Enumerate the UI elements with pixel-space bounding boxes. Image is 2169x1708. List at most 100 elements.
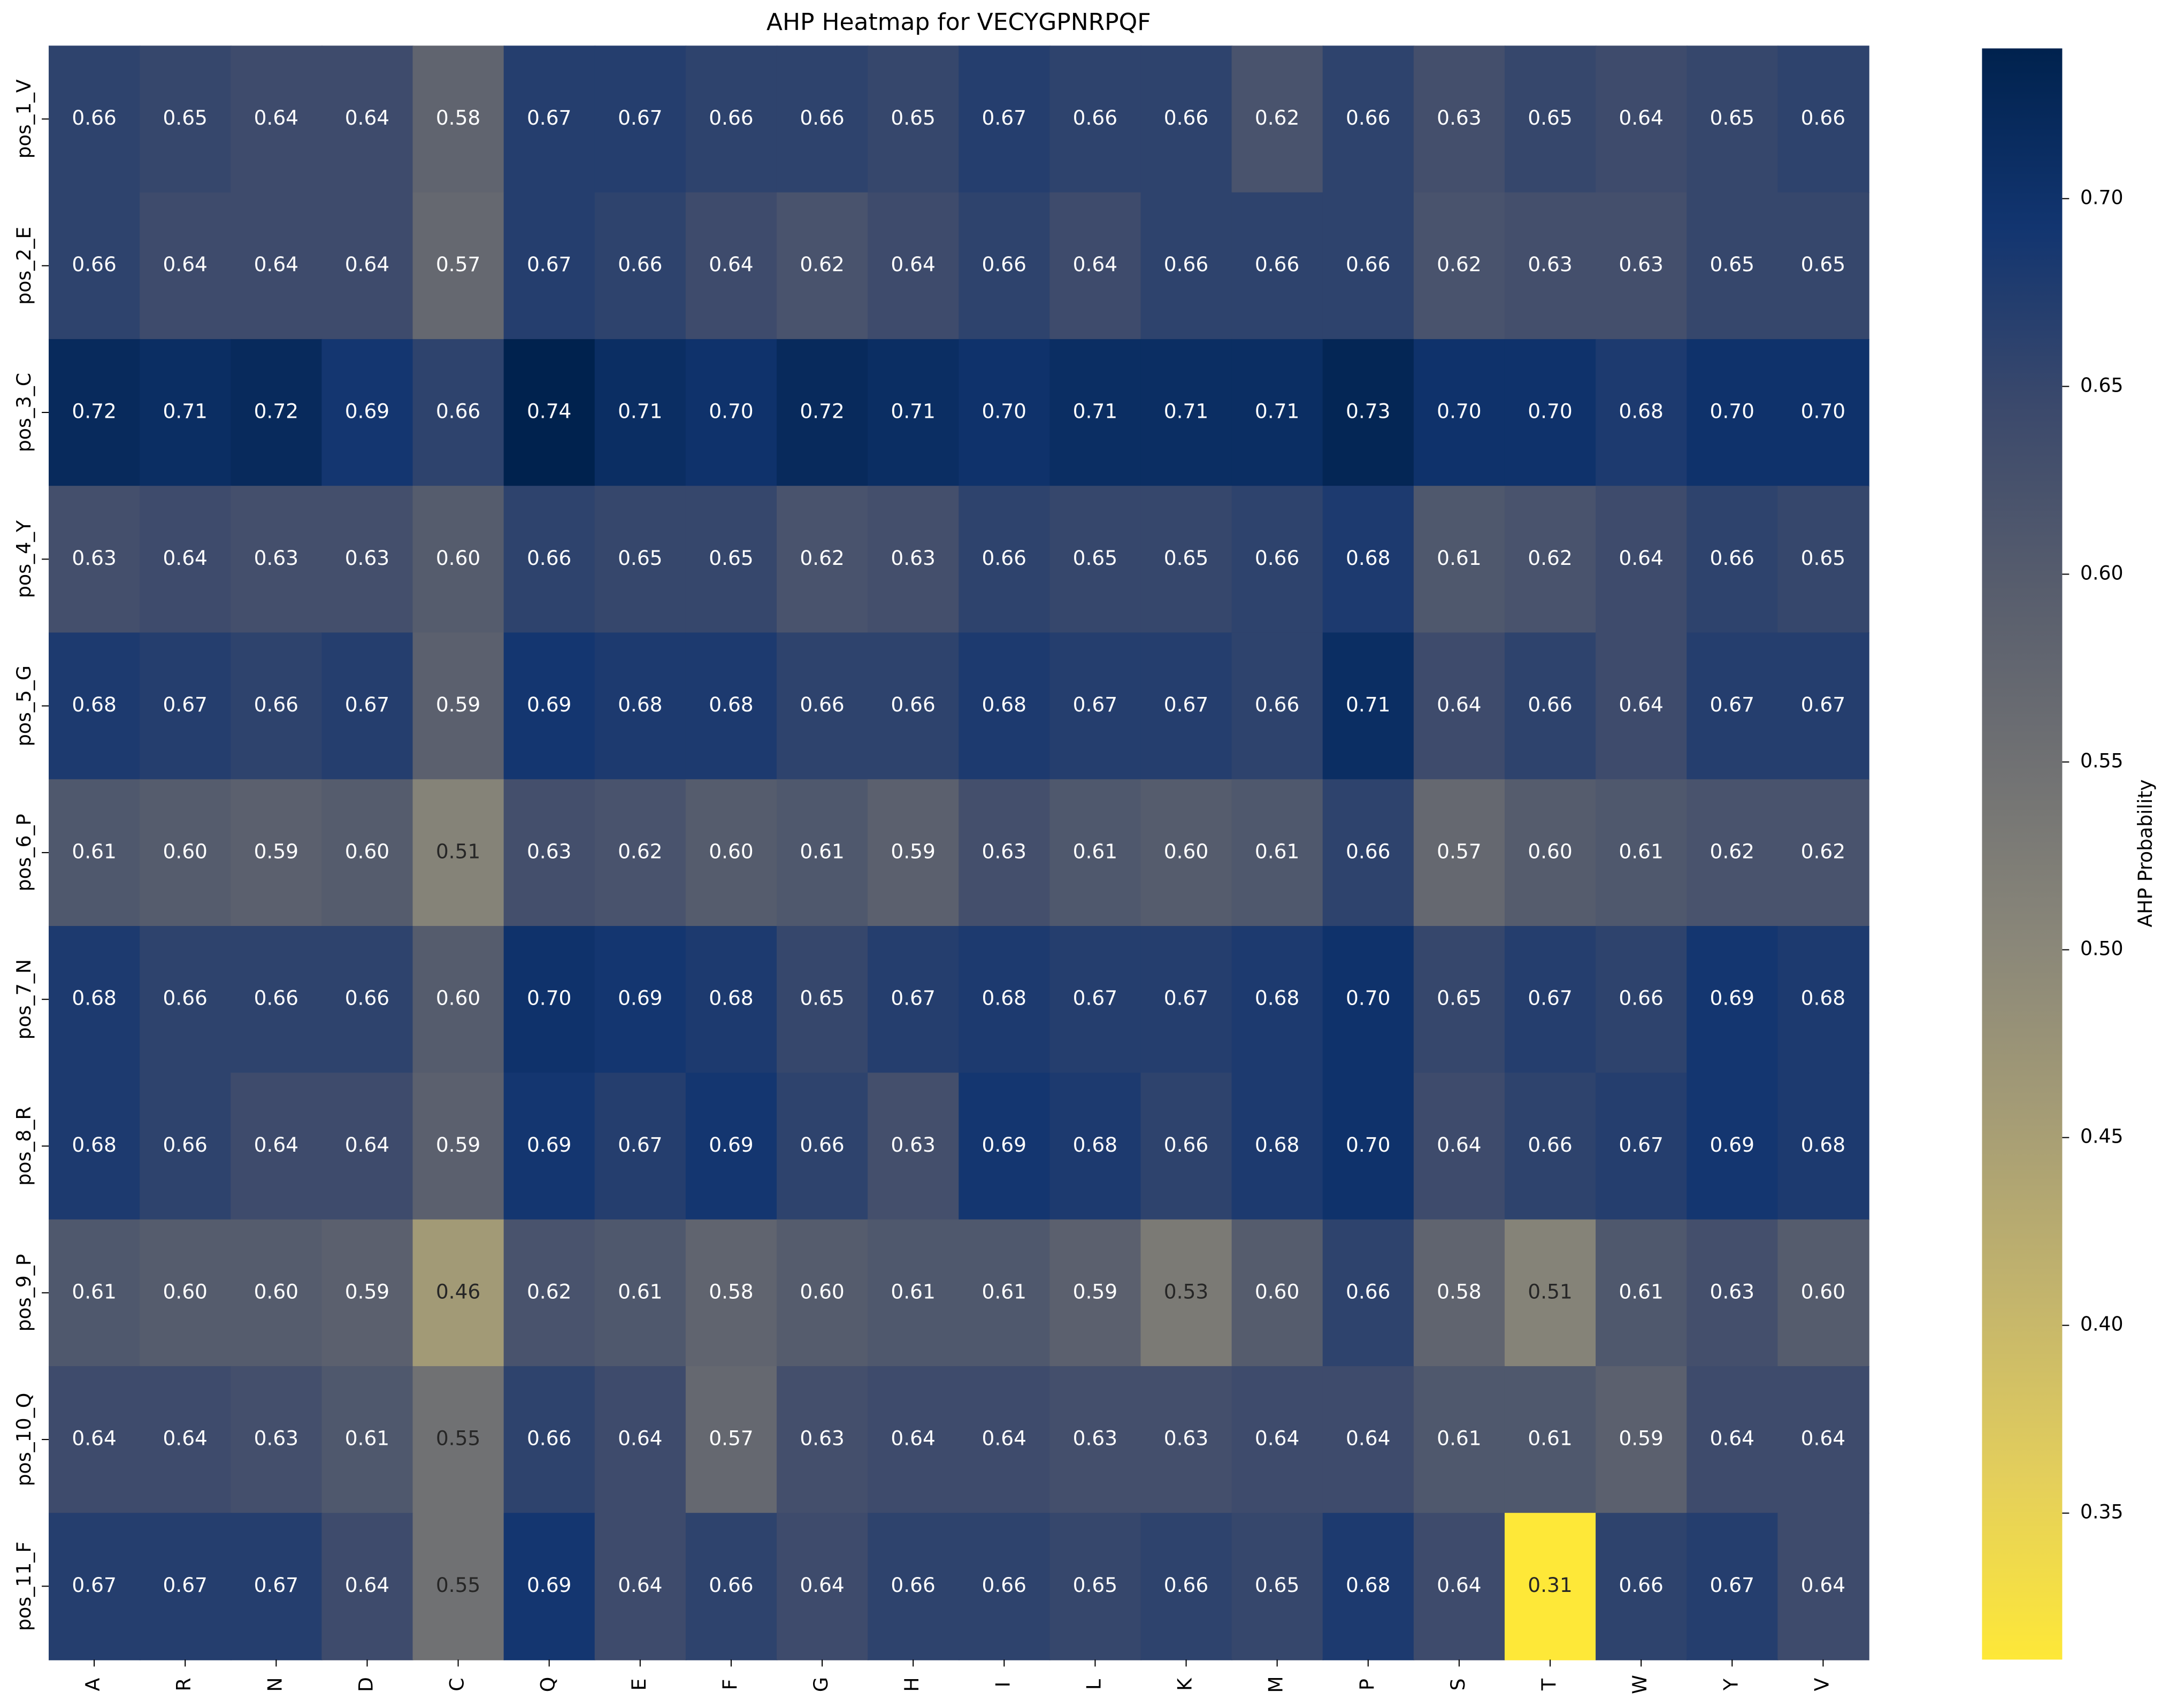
heatmap-cell <box>503 192 596 340</box>
heatmap-cell <box>868 1513 960 1660</box>
cell-label: 0.64 <box>254 252 298 276</box>
cell-label: 0.70 <box>982 400 1026 423</box>
cell-label: 0.62 <box>527 1280 571 1303</box>
cell-label: 0.68 <box>618 693 662 716</box>
cell-label: 0.66 <box>1528 693 1572 716</box>
cell-label: 0.67 <box>1073 693 1117 716</box>
heatmap-cell <box>231 1219 323 1367</box>
heatmap-cell <box>49 779 141 927</box>
heatmap-cell <box>503 486 596 633</box>
cell-label: 0.66 <box>345 986 389 1010</box>
heatmap-cell <box>1049 926 1141 1074</box>
heatmap-cell <box>1413 1366 1506 1514</box>
cell-label: 0.66 <box>618 252 662 276</box>
heatmap-cell <box>685 1513 778 1660</box>
heatmap-cell <box>1231 1219 1324 1367</box>
cell-label: 0.68 <box>1346 1573 1390 1597</box>
cell-label: 0.66 <box>1346 252 1390 276</box>
heatmap-cell <box>140 1513 232 1660</box>
cell-label: 0.66 <box>254 986 298 1010</box>
cell-label: 0.60 <box>436 986 480 1010</box>
heatmap-cell <box>231 192 323 340</box>
heatmap-cell <box>1596 1366 1688 1514</box>
heatmap-cell <box>412 45 504 193</box>
cell-label: 0.67 <box>1164 986 1208 1010</box>
cell-label: 0.59 <box>436 693 480 716</box>
heatmap-cell <box>412 1366 504 1514</box>
cell-label: 0.69 <box>345 400 389 423</box>
cell-label: 0.65 <box>891 106 935 129</box>
x-tick-label: C <box>446 1678 469 1691</box>
cell-label: 0.67 <box>345 693 389 716</box>
heatmap-cell <box>1413 486 1506 633</box>
colorbar-tick-label: 0.40 <box>2080 1313 2124 1336</box>
heatmap-cell <box>140 632 232 780</box>
cell-label: 0.67 <box>1801 693 1845 716</box>
cell-label: 0.58 <box>1437 1280 1481 1303</box>
cell-label: 0.60 <box>1528 839 1572 863</box>
heatmap-cell <box>776 1513 869 1660</box>
cell-label: 0.69 <box>982 1133 1026 1156</box>
colorbar-tick-label: 0.70 <box>2080 186 2124 209</box>
cell-label: 0.61 <box>1073 839 1117 863</box>
cell-label: 0.57 <box>1437 839 1481 863</box>
heatmap-cell <box>49 486 141 633</box>
heatmap-cell <box>1231 632 1324 780</box>
heatmap-cell <box>1777 1513 1869 1660</box>
heatmap-cell <box>412 779 504 927</box>
heatmap-cell <box>1231 339 1324 487</box>
heatmap-cell <box>1504 1366 1597 1514</box>
cell-label: 0.64 <box>1346 1427 1390 1450</box>
cell-label: 0.63 <box>345 546 389 570</box>
heatmap-cell <box>321 779 413 927</box>
x-tick-label: S <box>1446 1679 1469 1691</box>
heatmap-cell <box>1687 1219 1779 1367</box>
heatmap-cell <box>412 486 504 633</box>
heatmap-cell <box>1322 1219 1415 1367</box>
cell-label: 0.62 <box>1528 546 1572 570</box>
heatmap-cell <box>1596 1219 1688 1367</box>
cell-label: 0.70 <box>709 400 753 423</box>
heatmap-cell <box>1140 1366 1232 1514</box>
colorbar-tick-label: 0.45 <box>2080 1125 2124 1148</box>
heatmap-cell <box>1322 1366 1415 1514</box>
heatmap-cell <box>868 1073 960 1220</box>
cell-label: 0.60 <box>1255 1280 1299 1303</box>
heatmap-cell <box>868 486 960 633</box>
heatmap-cell <box>1596 632 1688 780</box>
cell-label: 0.64 <box>1619 106 1663 129</box>
heatmap-cell <box>321 45 413 193</box>
heatmap-cell <box>1231 486 1324 633</box>
cell-label: 0.59 <box>254 839 298 863</box>
cell-label: 0.64 <box>982 1427 1026 1450</box>
heatmap-cell <box>412 926 504 1074</box>
cell-label: 0.72 <box>254 400 298 423</box>
y-tick-label: pos_11_F <box>12 1542 35 1631</box>
cell-label: 0.67 <box>1710 1573 1754 1597</box>
cell-label: 0.67 <box>254 1573 298 1597</box>
colorbar-tick-label: 0.50 <box>2080 937 2124 960</box>
heatmap-cell <box>1140 926 1232 1074</box>
cell-label: 0.63 <box>254 1427 298 1450</box>
cell-label: 0.58 <box>436 106 480 129</box>
cell-label: 0.64 <box>163 252 207 276</box>
cell-label: 0.68 <box>72 1133 116 1156</box>
cell-label: 0.67 <box>1073 986 1117 1010</box>
cell-label: 0.64 <box>254 1133 298 1156</box>
heatmap-cell <box>1596 339 1688 487</box>
x-tick-label: Q <box>536 1677 560 1692</box>
cell-label: 0.59 <box>1073 1280 1117 1303</box>
heatmap-cell <box>412 1219 504 1367</box>
x-tick-label: L <box>1082 1679 1105 1690</box>
cell-label: 0.67 <box>163 1573 207 1597</box>
cell-label: 0.70 <box>1437 400 1481 423</box>
cell-label: 0.63 <box>891 1133 935 1156</box>
heatmap-cell <box>1049 1366 1141 1514</box>
cell-label: 0.63 <box>527 839 571 863</box>
heatmap-cell <box>959 926 1051 1074</box>
cell-label: 0.62 <box>618 839 662 863</box>
x-tick-label: D <box>354 1677 377 1692</box>
cell-label: 0.65 <box>1710 252 1754 276</box>
colorbar-tick-label: 0.35 <box>2080 1500 2124 1523</box>
heatmap-cell <box>321 632 413 780</box>
